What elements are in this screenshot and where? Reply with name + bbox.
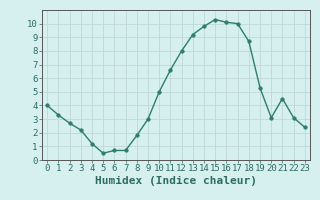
- X-axis label: Humidex (Indice chaleur): Humidex (Indice chaleur): [95, 176, 257, 186]
